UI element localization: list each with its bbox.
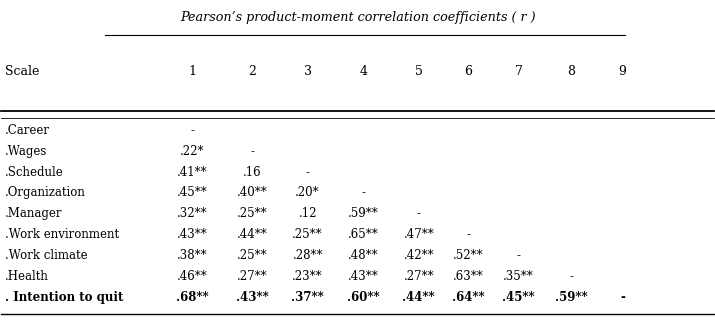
Text: .27**: .27** (237, 270, 267, 283)
Text: 1: 1 (188, 65, 196, 78)
Text: .65**: .65** (347, 228, 378, 241)
Text: . Intention to quit: . Intention to quit (5, 291, 123, 304)
Text: .20*: .20* (295, 187, 320, 199)
Text: .43**: .43** (236, 291, 268, 304)
Text: .25**: .25** (292, 228, 323, 241)
Text: .43**: .43** (177, 228, 207, 241)
Text: 3: 3 (304, 65, 312, 78)
Text: .48**: .48** (348, 249, 378, 262)
Text: .47**: .47** (403, 228, 434, 241)
Text: 7: 7 (515, 65, 523, 78)
Text: 2: 2 (248, 65, 256, 78)
Text: .44**: .44** (403, 291, 435, 304)
Text: .32**: .32** (177, 207, 207, 220)
Text: .27**: .27** (403, 270, 434, 283)
Text: .42**: .42** (403, 249, 434, 262)
Text: .64**: .64** (453, 291, 485, 304)
Text: 4: 4 (359, 65, 368, 78)
Text: -: - (569, 270, 573, 283)
Text: -: - (361, 187, 365, 199)
Text: .40**: .40** (237, 187, 267, 199)
Text: .22*: .22* (180, 145, 204, 158)
Text: 9: 9 (618, 65, 626, 78)
Text: .Wages: .Wages (5, 145, 47, 158)
Text: .46**: .46** (177, 270, 207, 283)
Text: .12: .12 (298, 207, 317, 220)
Text: .68**: .68** (176, 291, 209, 304)
Text: .Schedule: .Schedule (5, 166, 64, 178)
Text: -: - (305, 166, 310, 178)
Text: -: - (620, 291, 625, 304)
Text: .28**: .28** (292, 249, 323, 262)
Text: .43**: .43** (347, 270, 378, 283)
Text: -: - (190, 124, 194, 137)
Text: -: - (516, 249, 521, 262)
Text: .25**: .25** (237, 249, 267, 262)
Text: .52**: .52** (453, 249, 484, 262)
Text: 8: 8 (567, 65, 575, 78)
Text: .38**: .38** (177, 249, 207, 262)
Text: .45**: .45** (177, 187, 207, 199)
Text: Scale: Scale (5, 65, 39, 78)
Text: .23**: .23** (292, 270, 323, 283)
Text: .59**: .59** (555, 291, 588, 304)
Text: -: - (417, 207, 420, 220)
Text: 5: 5 (415, 65, 423, 78)
Text: .Career: .Career (5, 124, 50, 137)
Text: .41**: .41** (177, 166, 207, 178)
Text: .Work climate: .Work climate (5, 249, 87, 262)
Text: .25**: .25** (237, 207, 267, 220)
Text: Pearson’s product-moment correlation coefficients ( r ): Pearson’s product-moment correlation coe… (179, 11, 536, 24)
Text: .Organization: .Organization (5, 187, 86, 199)
Text: .37**: .37** (291, 291, 324, 304)
Text: .63**: .63** (453, 270, 484, 283)
Text: -: - (250, 145, 254, 158)
Text: .35**: .35** (503, 270, 534, 283)
Text: .Health: .Health (5, 270, 49, 283)
Text: -: - (467, 228, 470, 241)
Text: 6: 6 (465, 65, 473, 78)
Text: .Manager: .Manager (5, 207, 62, 220)
Text: .44**: .44** (237, 228, 267, 241)
Text: .16: .16 (243, 166, 262, 178)
Text: .45**: .45** (502, 291, 535, 304)
Text: .59**: .59** (347, 207, 378, 220)
Text: .60**: .60** (347, 291, 380, 304)
Text: .Work environment: .Work environment (5, 228, 119, 241)
